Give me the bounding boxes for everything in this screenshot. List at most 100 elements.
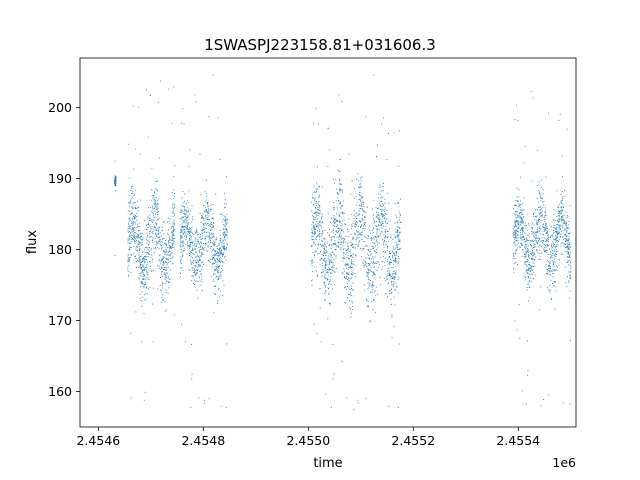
scatter-point	[529, 264, 530, 265]
scatter-point	[223, 247, 225, 249]
scatter-point	[207, 222, 209, 224]
scatter-point	[395, 247, 396, 249]
scatter-point	[219, 258, 220, 260]
scatter-point	[203, 224, 205, 226]
scatter-point	[224, 203, 226, 204]
scatter-point	[340, 207, 341, 209]
scatter-point	[561, 216, 562, 217]
scatter-point	[133, 105, 134, 107]
scatter-point	[152, 222, 154, 223]
scatter-point	[547, 288, 549, 290]
scatter-point	[393, 296, 395, 298]
scatter-point	[140, 232, 142, 234]
scatter-point	[172, 263, 174, 264]
scatter-point	[135, 255, 136, 257]
scatter-point	[400, 198, 401, 200]
scatter-point	[557, 211, 559, 213]
scatter-point	[195, 245, 197, 247]
scatter-point	[127, 258, 129, 260]
scatter-point	[207, 206, 209, 208]
scatter-point	[565, 229, 567, 230]
scatter-point	[138, 234, 140, 236]
scatter-point	[168, 220, 170, 222]
scatter-point	[331, 269, 333, 271]
scatter-point	[193, 279, 195, 281]
scatter-point	[147, 136, 149, 138]
scatter-point	[399, 227, 401, 229]
scatter-point	[216, 239, 217, 240]
scatter-point	[208, 212, 210, 214]
scatter-point	[127, 228, 129, 229]
scatter-point	[189, 229, 190, 230]
scatter-point	[210, 233, 212, 235]
scatter-point	[195, 237, 197, 239]
scatter-point	[155, 227, 156, 229]
scatter-point	[133, 168, 135, 170]
scatter-point	[392, 257, 393, 259]
scatter-point	[398, 258, 400, 259]
scatter-point	[314, 199, 315, 201]
scatter-point	[167, 277, 169, 279]
scatter-point	[171, 231, 172, 233]
scatter-point	[396, 235, 398, 236]
scatter-point	[139, 257, 141, 259]
scatter-point	[384, 218, 386, 220]
scatter-point	[536, 222, 537, 224]
scatter-point	[382, 217, 384, 219]
scatter-point	[321, 233, 323, 235]
scatter-point	[351, 245, 353, 246]
scatter-point	[389, 274, 391, 276]
scatter-point	[525, 241, 527, 243]
scatter-point	[140, 236, 142, 238]
scatter-point	[387, 231, 389, 232]
scatter-point	[133, 214, 135, 216]
scatter-point	[337, 245, 339, 247]
scatter-point	[215, 254, 216, 256]
scatter-point	[514, 200, 516, 202]
scatter-point	[568, 238, 570, 240]
scatter-point	[345, 254, 347, 256]
scatter-point	[151, 189, 153, 190]
scatter-point	[566, 250, 568, 252]
scatter-point	[208, 208, 209, 210]
scatter-point	[516, 221, 518, 223]
scatter-point	[392, 274, 394, 276]
scatter-point	[156, 244, 158, 246]
scatter-point	[134, 241, 136, 242]
scatter-point	[225, 234, 227, 236]
scatter-point	[565, 234, 567, 236]
scatter-point	[526, 289, 528, 291]
scatter-point	[533, 235, 535, 237]
scatter-point	[189, 248, 191, 250]
scatter-point	[395, 259, 397, 261]
scatter-point	[513, 220, 515, 222]
scatter-point	[536, 224, 538, 225]
scatter-point	[514, 223, 516, 225]
scatter-point	[210, 275, 212, 277]
scatter-point	[567, 233, 569, 234]
scatter-point	[395, 252, 397, 254]
scatter-point	[356, 399, 358, 401]
scatter-point	[363, 235, 365, 237]
scatter-point	[539, 256, 541, 258]
scatter-point	[373, 219, 375, 221]
scatter-point	[359, 195, 361, 197]
scatter-point	[374, 221, 375, 223]
scatter-point	[157, 242, 158, 244]
scatter-point	[524, 237, 526, 239]
scatter-point	[146, 253, 148, 255]
scatter-point	[532, 257, 534, 259]
scatter-point	[158, 242, 159, 244]
scatter-point	[142, 283, 144, 285]
scatter-point	[530, 230, 532, 232]
scatter-point	[532, 252, 534, 254]
scatter-point	[192, 253, 194, 254]
scatter-point	[192, 242, 194, 244]
scatter-point	[399, 238, 401, 240]
scatter-point	[355, 226, 356, 228]
scatter-point	[567, 271, 569, 273]
scatter-point	[114, 255, 116, 256]
scatter-point	[154, 210, 156, 212]
scatter-point	[548, 290, 550, 292]
scatter-point	[144, 262, 145, 264]
